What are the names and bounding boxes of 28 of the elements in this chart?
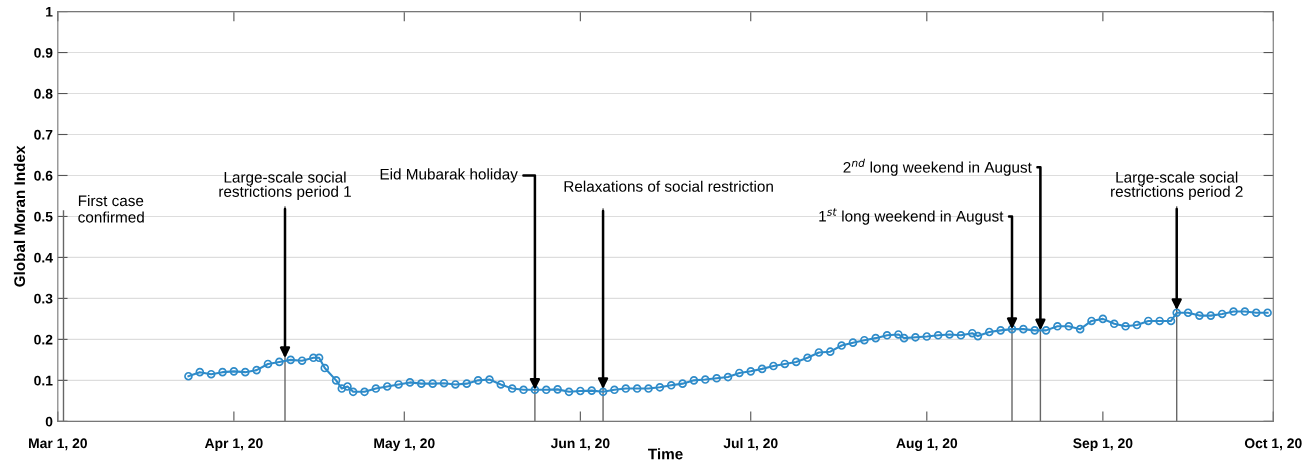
ref-line-label: Large-scale social restrictions period 1: [219, 171, 351, 200]
y-tick-label: 0.9: [34, 47, 53, 58]
ref-line-label: Relaxations of social restriction: [564, 180, 773, 192]
ref-line-label: Large-scale social restrictions period 2: [1111, 171, 1243, 200]
y-tick-label: 0.7: [34, 129, 53, 140]
x-tick-label: Sep 1, 20: [1073, 438, 1133, 451]
x-tick-label: Jul 1, 20: [723, 438, 778, 451]
x-tick-label: Jun 1, 20: [550, 438, 610, 451]
y-tick-label: 1: [46, 7, 53, 17]
ref-line-label: 1$^{st}$ long weekend in August: [819, 208, 1004, 225]
x-tick-label: Apr 1, 20: [204, 438, 263, 451]
ref-line-label: Eid Mubarak holiday: [380, 168, 518, 183]
y-tick-label: 0.1: [34, 375, 53, 386]
ref-line-label: First case confirmed: [78, 194, 144, 223]
y-tick-label: 0.3: [34, 293, 53, 304]
x-axis-title: Time: [648, 448, 683, 460]
x-tick-label: Aug 1, 20: [896, 438, 958, 451]
x-tick-label: Mar 1, 20: [29, 438, 87, 451]
x-tick-label: Oct 1, 20: [1244, 438, 1302, 451]
y-axis-title: Global Moran Index: [13, 145, 26, 287]
ref-line-label: 2$^{nd}$ long weekend in August: [843, 158, 1032, 176]
y-tick-label: 0.8: [34, 88, 53, 99]
y-tick-label: 0.4: [34, 252, 53, 263]
y-tick-label: 0.6: [34, 170, 53, 181]
y-tick-label: 0.2: [34, 334, 53, 345]
y-tick-label: 0.5: [34, 211, 53, 222]
y-tick-label: 0: [45, 416, 53, 427]
x-tick-label: May 1, 20: [374, 438, 435, 451]
